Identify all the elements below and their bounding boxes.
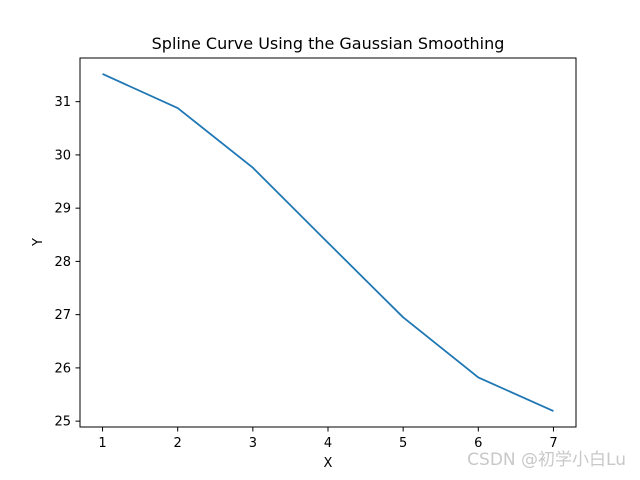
y-tick-label: 26 <box>54 361 71 376</box>
x-tick-label: 5 <box>399 436 407 451</box>
y-tick-label: 28 <box>54 255 71 270</box>
x-axis-label: X <box>324 456 333 471</box>
y-tick-label: 31 <box>54 95 71 110</box>
series-line-0 <box>102 73 554 412</box>
x-tick-label: 6 <box>474 436 482 451</box>
y-tick-label: 29 <box>54 202 71 217</box>
x-tick-label: 4 <box>324 436 332 451</box>
y-tick-label: 25 <box>54 415 71 430</box>
y-tick-label: 27 <box>54 308 71 323</box>
x-tick-label: 2 <box>174 436 182 451</box>
plot-area: 1 2 3 4 5 6 7 25 26 27 28 29 30 31 <box>54 57 577 451</box>
x-tick-label: 7 <box>549 436 557 451</box>
y-axis-label: Y <box>31 238 46 247</box>
y-tick-label: 30 <box>54 148 71 163</box>
x-tick-label: 1 <box>98 436 106 451</box>
chart-title: Spline Curve Using the Gaussian Smoothin… <box>152 34 505 53</box>
x-tick-label: 3 <box>249 436 257 451</box>
watermark: CSDN @初学小白Lu <box>467 450 626 470</box>
